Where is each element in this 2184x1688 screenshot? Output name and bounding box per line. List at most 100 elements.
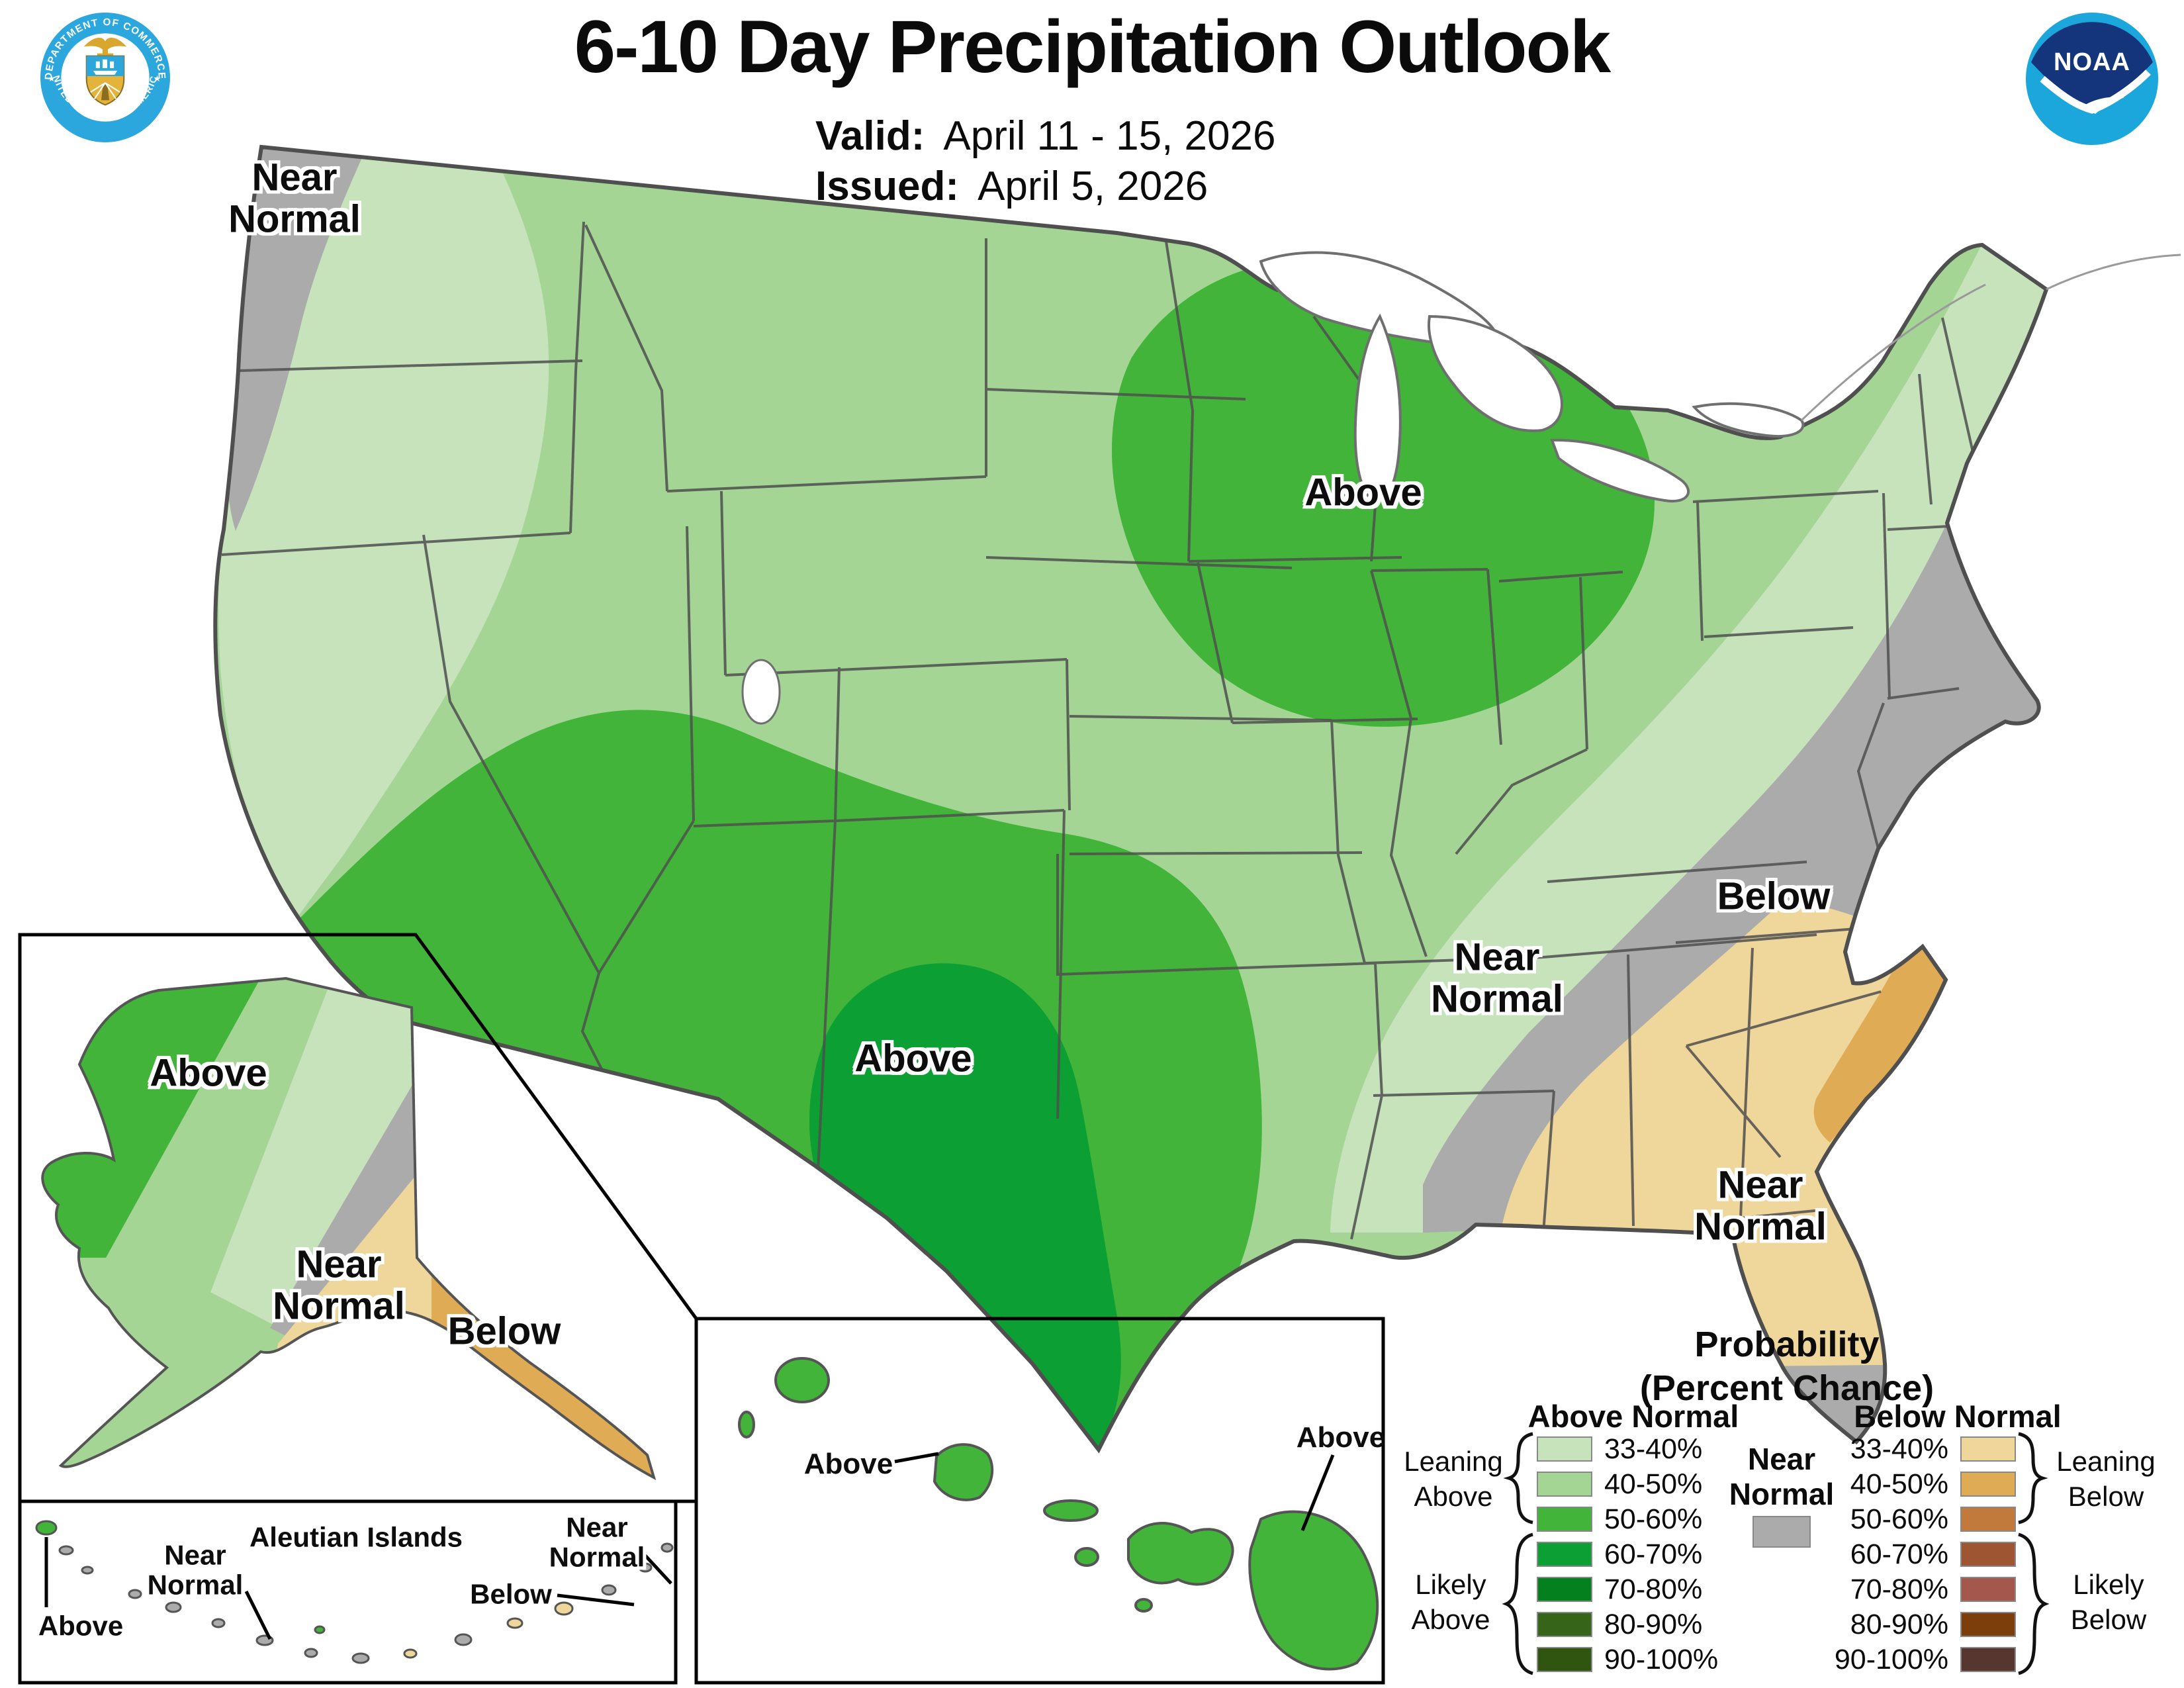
label-midwest-above: Above <box>1304 471 1422 514</box>
aleutian-island-green <box>35 1520 58 1536</box>
lake-michigan <box>1353 313 1402 502</box>
label-alaska-below: Below <box>447 1309 561 1353</box>
hawaii-islands <box>738 1357 1379 1671</box>
lake-erie <box>1550 438 1690 503</box>
region-below-40-50-carolina-coast <box>1813 947 1946 1143</box>
label-nw-near-normal: Near Normal <box>228 156 361 240</box>
aleutian-island <box>304 1648 318 1658</box>
island-oahu <box>933 1443 994 1501</box>
aleutian-island <box>454 1633 473 1646</box>
island-hawaii-big <box>1248 1510 1379 1671</box>
doc-seal: DEPARTMENT OF COMMERCE UNITED STATES OF … <box>38 11 170 142</box>
seagull-icon <box>2079 97 2124 114</box>
legend-likely-above: Likely Above <box>1411 1569 1490 1635</box>
noaa-text: NOAA <box>2054 48 2130 76</box>
aleutian-island-green <box>314 1625 326 1634</box>
issued-label: Issued: <box>815 164 960 209</box>
aleutian-island <box>211 1618 226 1628</box>
legend-range-below-1: 40-50% <box>1850 1468 1948 1500</box>
seal-shield-icon <box>85 55 125 106</box>
legend-near-normal-label: Near Normal <box>1729 1442 1835 1511</box>
legend-swatch-below-60-70 <box>1960 1542 2016 1567</box>
legend-swatch-above-50-60 <box>1537 1507 1592 1532</box>
legend-swatch-above-60-70 <box>1537 1542 1592 1567</box>
legend-swatch-above-40-50 <box>1537 1472 1592 1497</box>
legend-range-below-0: 33-40% <box>1850 1433 1948 1465</box>
seal-star-left: ★ <box>48 73 56 83</box>
island-kahoolawe <box>1134 1598 1153 1613</box>
legend-range-below-6: 90-100% <box>1834 1644 1948 1675</box>
legend-swatch-above-33-40 <box>1537 1436 1592 1462</box>
legend-range-above-3: 60-70% <box>1604 1538 1703 1570</box>
legend-below-header: Below Normal <box>1854 1399 2062 1434</box>
legend-range-above-4: 70-80% <box>1604 1573 1703 1605</box>
inset-frames <box>18 933 1385 1685</box>
legend-range-above-0: 33-40% <box>1604 1433 1703 1465</box>
label-southeast-below: Below <box>1717 874 1831 918</box>
great-lakes <box>1259 251 1805 503</box>
noaa-fan <box>2031 22 2153 111</box>
aleutian-island <box>351 1652 370 1664</box>
alaska-outline <box>41 976 657 1480</box>
legend-swatch-below-40-50 <box>1960 1472 2016 1497</box>
aleutian-island-tan <box>403 1648 418 1659</box>
legend-range-above-1: 40-50% <box>1604 1468 1703 1500</box>
aleutian-island <box>58 1545 74 1556</box>
legend-range-below-3: 60-70% <box>1850 1538 1948 1570</box>
brace-likely-above <box>1502 1532 1533 1675</box>
region-above-33-40-west <box>218 147 549 925</box>
legend-swatch-below-70-80 <box>1960 1577 2016 1602</box>
island-niihau <box>738 1411 755 1438</box>
leader-lines <box>44 1452 1335 1640</box>
label-aleutian-near-normal-left: Near Normal <box>147 1539 244 1601</box>
legend-range-below-5: 80-90% <box>1850 1609 1948 1640</box>
legend-swatch-below-50-60 <box>1960 1507 2016 1532</box>
region-above-60-70-texas <box>809 963 1121 1448</box>
legend-swatch-above-70-80 <box>1537 1577 1592 1602</box>
aleutian-island <box>128 1589 142 1599</box>
legend-braces <box>1502 1432 2050 1675</box>
label-aleutian-below: Below <box>470 1578 552 1610</box>
label-south-near-normal: Near Normal <box>1431 935 1563 1020</box>
legend-above-header: Above Normal <box>1527 1399 1739 1434</box>
legend-swatch-below-90-100 <box>1960 1647 2016 1672</box>
island-kauai <box>774 1357 830 1403</box>
seal-star-right: ★ <box>154 73 161 83</box>
legend-leaning-below: Leaning Below <box>2056 1446 2156 1512</box>
aleutian-island <box>165 1601 182 1613</box>
label-alaska-above: Above <box>150 1051 267 1095</box>
lake-huron <box>1428 314 1563 432</box>
region-below-33-40-southeast <box>1501 903 1946 1366</box>
label-alaska-near-normal: Near Normal <box>273 1243 405 1327</box>
legend-swatch-below-33-40 <box>1960 1436 2016 1462</box>
legend-likely-below: Likely Below <box>2070 1569 2147 1635</box>
legend-range-above-5: 80-90% <box>1604 1609 1703 1640</box>
aleutian-island-tan <box>506 1617 523 1629</box>
aleutian-island <box>638 1562 653 1573</box>
legend-swatch-below-80-90 <box>1960 1612 2016 1637</box>
canada-outline <box>1800 254 2181 422</box>
page-title: 6-10 Day Precipitation Outlook <box>574 5 1611 88</box>
valid-value: April 11 - 15, 2026 <box>943 113 1276 159</box>
legend-swatch-near-normal <box>1752 1516 1811 1548</box>
issued-line: Issued: April 5, 2026 <box>815 163 1208 210</box>
valid-line: Valid: April 11 - 15, 2026 <box>815 113 1275 160</box>
label-aleutian-near-normal-right: Near Normal <box>549 1511 645 1573</box>
label-florida-near-normal: Near Normal <box>1694 1163 1827 1248</box>
island-maui <box>1127 1522 1234 1586</box>
region-near-normal-east-band <box>1423 523 2039 1233</box>
legend-range-below-4: 70-80% <box>1850 1573 1948 1605</box>
conus-outline <box>213 144 2049 1454</box>
island-lanai <box>1074 1547 1099 1567</box>
region-near-normal-florida <box>1755 1365 1886 1443</box>
legend-title-line2: (Percent Chance) <box>1639 1368 1934 1408</box>
region-near-normal-northwest <box>224 147 363 531</box>
legend-range-above-2: 50-60% <box>1604 1503 1703 1535</box>
island-molokai <box>1043 1499 1099 1522</box>
brace-leaning-above <box>1503 1432 1533 1524</box>
legend-leaning-above: Leaning Above <box>1404 1446 1503 1512</box>
aleutian-island <box>601 1584 617 1596</box>
aleutian-island <box>660 1542 674 1553</box>
issued-value: April 5, 2026 <box>978 164 1208 209</box>
